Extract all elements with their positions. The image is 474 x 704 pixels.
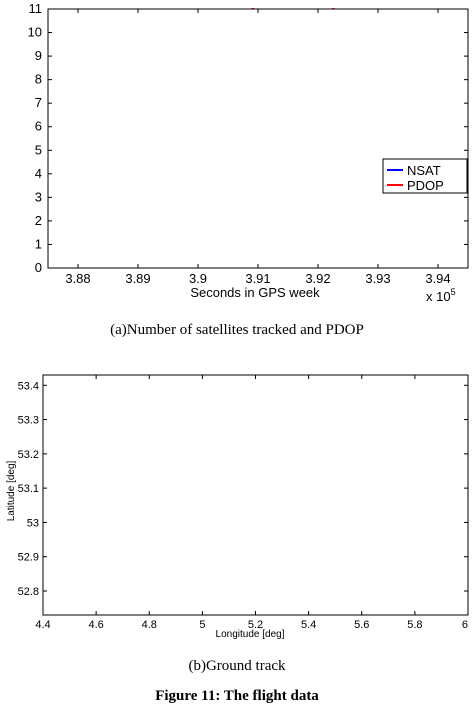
x-tick-label: 5.8 — [407, 619, 422, 631]
y-tick-label: 53.3 — [18, 415, 39, 427]
y-tick-label: 2 — [35, 213, 42, 228]
y-tick-label: 10 — [28, 25, 42, 40]
x-tick-label: 4.4 — [35, 619, 50, 631]
nsat-pdop-chart: 0 1 2 3 4 5 6 7 8 9 10 11 3.88 3.89 3.9 3.91 3.92 3.93 3.9… — [28, 1, 469, 338]
x-tick-label: 5.6 — [354, 619, 369, 631]
y-tick-label: 1 — [35, 236, 42, 251]
y-axis-label: Latitude [deg] — [6, 460, 17, 521]
plot-frame — [47, 8, 469, 269]
x-multiplier-base: x 10 — [426, 289, 451, 304]
legend-label-nsat: NSAT — [407, 163, 441, 178]
x-axis-label: Longitude [deg] — [216, 629, 285, 640]
x-tick-label: 6 — [462, 619, 468, 631]
x-tick-label: 3.94 — [425, 271, 450, 286]
x-tick-label: 3.9 — [189, 271, 207, 286]
x-tick-label: 3.92 — [305, 271, 330, 286]
ground-track-axes: 52.8 52.9 53 53.1 53.2 53.3 53.4 4.4 4.6 4.8 5 5.2 5… — [18, 374, 469, 631]
x-tick-label: 4.6 — [88, 619, 103, 631]
y-tick-label: 3 — [35, 189, 42, 204]
figure-caption: Figure 11: The flight data — [155, 688, 319, 704]
y-tick-label: 6 — [35, 119, 42, 134]
y-tick-label: 0 — [35, 260, 42, 275]
subfigure-caption-b: (b)Ground track — [188, 658, 286, 674]
x-multiplier-exponent: 5 — [451, 287, 456, 297]
y-tick-label: 53 — [27, 517, 39, 529]
y-tick-label: 52.9 — [18, 552, 39, 564]
y-tick-label: 52.8 — [18, 586, 39, 598]
y-tick-label: 53.1 — [18, 483, 39, 495]
x-tick-label: 3.88 — [65, 271, 90, 286]
y-tick-label: 9 — [35, 48, 42, 63]
y-tick-label: 4 — [35, 166, 42, 181]
x-tick-label: 5.4 — [301, 619, 316, 631]
y-tick-label: 7 — [35, 95, 42, 110]
y-tick-label: 53.2 — [18, 449, 39, 461]
x-tick-label: 3.93 — [365, 271, 390, 286]
legend-label-pdop: PDOP — [407, 178, 444, 193]
subfigure-caption-a: (a)Number of satellites tracked and PDOP — [110, 322, 364, 338]
x-tick-label: 5.2 — [248, 619, 263, 631]
x-tick-label: 3.89 — [125, 271, 150, 286]
plot-frame — [42, 374, 469, 616]
x-tick-label: 3.91 — [245, 271, 270, 286]
y-tick-label: 5 — [35, 142, 42, 157]
legend-box — [382, 158, 468, 194]
y-tick-label: 11 — [29, 1, 43, 16]
nsat-pdop-axes: 0 1 2 3 4 5 6 7 8 9 10 11 3.88 3.89 3.9 3.91 3.92 3.93 3.9… — [28, 1, 469, 286]
x-axis-multiplier: x 105 — [426, 287, 456, 304]
y-tick-label: 8 — [35, 72, 42, 87]
ground-track-chart: 52.8 52.9 53 53.1 53.2 53.3 53.4 4.4 4.6 4.8 5 5.2 5… — [6, 374, 469, 704]
x-tick-label: 4.8 — [142, 619, 157, 631]
x-tick-label: 5 — [199, 619, 205, 631]
x-axis-label: Seconds in GPS week — [190, 285, 320, 300]
y-tick-label: 53.4 — [18, 380, 39, 392]
